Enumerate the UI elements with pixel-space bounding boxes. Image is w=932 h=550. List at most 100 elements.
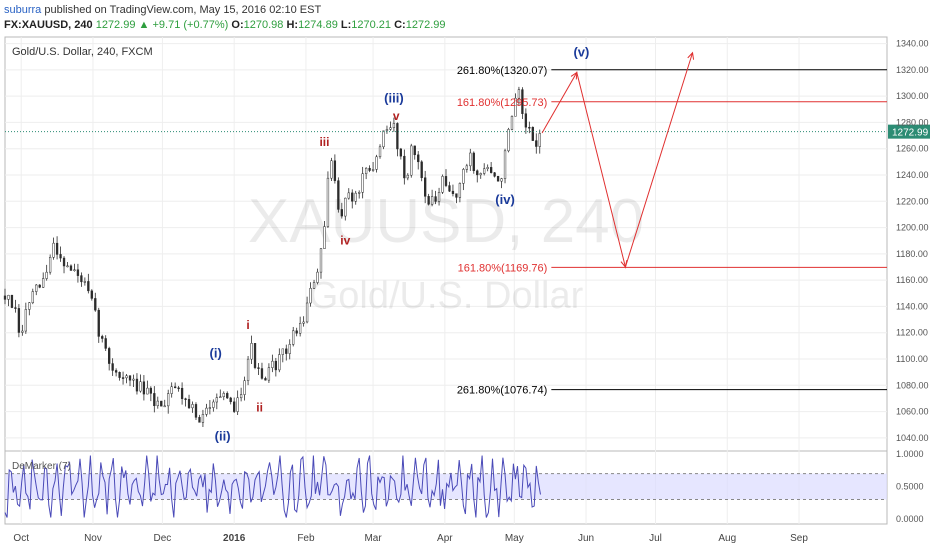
candle-body — [441, 176, 444, 193]
candle-body — [226, 393, 229, 399]
wave-label: (iii) — [384, 91, 404, 106]
y-tick-label: 1220.00 — [896, 196, 929, 206]
candle-body — [476, 170, 479, 176]
demarker-indicator — [4, 455, 887, 518]
candle-body — [319, 248, 323, 273]
candle-body — [59, 254, 62, 259]
y-tick-label: 1180.00 — [896, 249, 928, 259]
candle-body — [184, 398, 187, 400]
candle-body — [430, 196, 434, 205]
candle-body — [403, 155, 406, 179]
candle-body — [28, 302, 31, 310]
candle-body — [55, 242, 59, 255]
candle-body — [406, 174, 409, 179]
candle-body — [483, 168, 486, 174]
candle-body — [333, 160, 337, 181]
indicator-label: DeMarker (7) — [12, 461, 71, 472]
fib-level-label: 261.80%(1076.74) — [457, 385, 548, 397]
up-arrow-icon: ▲ — [138, 19, 150, 31]
x-tick-label: Dec — [154, 533, 172, 544]
candle-body — [309, 288, 312, 304]
candle-body — [73, 269, 76, 271]
candle-body — [90, 290, 93, 299]
demarker-line — [4, 455, 541, 518]
candle-body — [104, 338, 107, 349]
candle-body — [108, 348, 111, 364]
wave-label: ii — [256, 401, 263, 415]
y-tick-label: 1120.00 — [896, 328, 928, 338]
candle-body — [337, 180, 340, 210]
candle-body — [264, 378, 267, 381]
x-tick-label: Aug — [718, 533, 736, 544]
symbol-title: FX:XAUUSD, 240 — [4, 19, 93, 31]
candle-body — [292, 330, 295, 345]
candle-body — [97, 309, 100, 337]
projection-arrowhead — [570, 71, 578, 80]
candle-body — [396, 123, 399, 150]
candle-body — [316, 271, 319, 283]
candle-body — [31, 291, 34, 303]
author-link[interactable]: suburra — [4, 4, 42, 16]
y-tick-label: 1240.00 — [896, 170, 929, 180]
candle-body — [191, 404, 194, 409]
candle-body — [444, 176, 448, 186]
candle-body — [3, 295, 7, 300]
candle-body — [371, 169, 375, 171]
candle-body — [35, 284, 38, 292]
candle-body — [347, 192, 350, 199]
candle-body — [52, 242, 55, 258]
candle-body — [323, 226, 326, 249]
x-tick-label: Jul — [649, 533, 662, 544]
candle-body — [382, 130, 385, 148]
candle-body — [173, 386, 177, 389]
candle-body — [180, 387, 184, 399]
candle-body — [66, 265, 69, 268]
candle-body — [194, 404, 198, 418]
candle-body — [271, 360, 274, 368]
fib-levels: 261.80%(1320.07) 161.80%(1295.73) 161.80%(… — [457, 65, 887, 397]
last-price: 1272.99 — [95, 19, 136, 31]
candle-body — [114, 370, 118, 373]
candle-body — [83, 281, 87, 283]
candle-body — [222, 393, 225, 398]
x-tick-label: Nov — [84, 533, 102, 544]
y-tick-label: 1160.00 — [896, 275, 928, 285]
candle-body — [198, 417, 201, 423]
y-tick-label: 1300.00 — [896, 91, 929, 101]
fib-level-label: 161.80%(1295.73) — [457, 97, 548, 109]
candle-body — [42, 278, 45, 288]
candle-body — [326, 177, 330, 227]
candle-body — [260, 368, 264, 379]
candle-body — [274, 360, 278, 371]
candle-body — [201, 414, 205, 423]
wave-label: (iv) — [495, 192, 515, 207]
candle-body — [410, 145, 413, 176]
watermark: XAUUSD, 240 Gold/U.S. Dollar — [248, 187, 644, 317]
candle-body — [187, 399, 191, 409]
open-value: 1270.98 — [243, 19, 284, 31]
candle-body — [424, 177, 427, 197]
price-change: +9.71 (+0.77%) — [152, 19, 229, 31]
grid — [5, 37, 887, 524]
candle-body — [14, 307, 17, 309]
price-series: 1272.99 — [3, 86, 930, 428]
candle-body — [257, 367, 260, 369]
candle-body — [177, 387, 180, 390]
publish-info: published on TradingView.com, May 15, 20… — [44, 4, 322, 16]
candle-body — [24, 309, 27, 332]
candle-body — [215, 397, 218, 403]
candle-body — [361, 173, 364, 193]
candle-body — [125, 375, 128, 379]
y-tick-label: 1140.00 — [896, 301, 928, 311]
candle-body — [462, 169, 465, 184]
axes: 1040.00 1060.00 1080.00 1100.00 1120.00 1140.… — [13, 39, 928, 544]
candle-body — [368, 167, 371, 171]
projection-path — [541, 51, 695, 269]
candle-body — [80, 275, 83, 283]
wave-label: iii — [319, 135, 329, 149]
candle-body — [351, 192, 354, 202]
x-tick-label: 2016 — [223, 533, 246, 544]
price-pane[interactable] — [4, 36, 888, 452]
candle-body — [413, 145, 416, 156]
